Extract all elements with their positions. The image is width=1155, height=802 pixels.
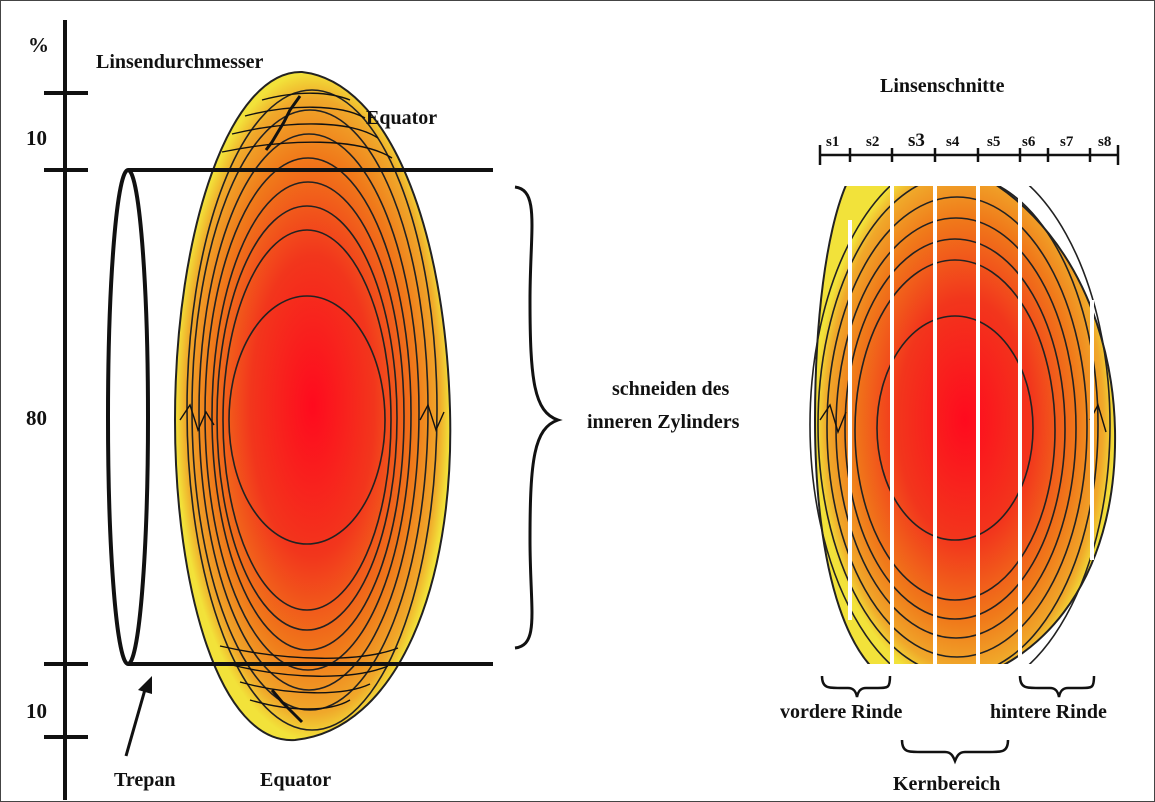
section-label: s3	[908, 130, 925, 151]
posterior-brace	[1018, 675, 1096, 698]
section-label: s8	[1098, 134, 1111, 150]
core-brace	[900, 739, 1010, 765]
section-ruler	[818, 145, 1120, 165]
left-lens	[173, 70, 452, 742]
cut-label-line1: schneiden des	[612, 378, 729, 400]
section-label: s5	[987, 134, 1000, 150]
equator-top-label: Equator	[366, 107, 437, 129]
axis-top-segment: 10	[26, 126, 47, 150]
diameter-label: Linsendurchmesser	[96, 51, 264, 73]
section-label: s2	[866, 134, 879, 150]
section-cut-lines	[848, 186, 1094, 664]
cylinder-brace	[514, 185, 563, 650]
anterior-cortex-label: vordere Rinde	[780, 701, 903, 723]
section-label: s1	[826, 134, 839, 150]
sections-title: Linsenschnitte	[880, 75, 1005, 97]
axis-unit: %	[28, 33, 49, 57]
section-label: s6	[1022, 134, 1036, 150]
diameter-scale	[44, 20, 88, 800]
axis-bottom-segment: 10	[26, 699, 47, 723]
trepan-label: Trepan	[114, 769, 176, 791]
cut-label-line2: inneren Zylinders	[587, 411, 740, 433]
equator-bottom-label: Equator	[260, 769, 331, 791]
section-label: s7	[1060, 134, 1074, 150]
trepan-cylinder	[106, 168, 493, 666]
anterior-brace	[820, 675, 892, 698]
section-label: s4	[946, 134, 960, 150]
axis-middle-segment: 80	[26, 406, 47, 430]
posterior-cortex-label: hintere Rinde	[990, 701, 1107, 723]
trepan-arrow	[124, 676, 152, 757]
core-region-label: Kernbereich	[893, 773, 1000, 795]
region-braces	[820, 675, 1096, 765]
right-sectioned-lens	[809, 186, 1117, 664]
